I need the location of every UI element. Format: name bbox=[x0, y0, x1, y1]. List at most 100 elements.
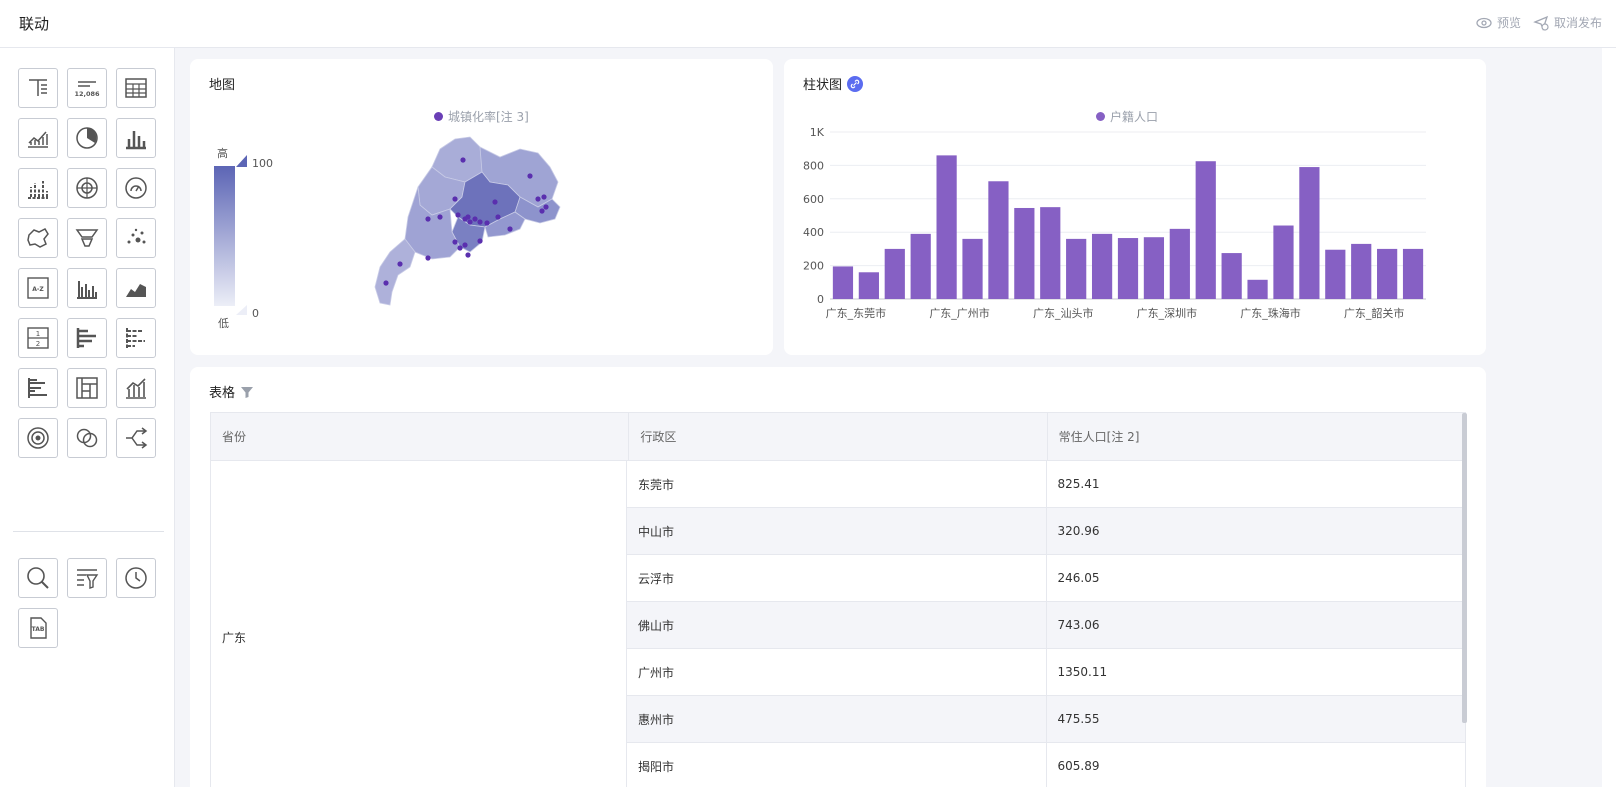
map-city-dot bbox=[455, 212, 461, 218]
sorted-list-icon: A-Z bbox=[27, 277, 49, 299]
venn-icon bbox=[76, 428, 98, 448]
header-actions: 预览 取消发布 bbox=[1476, 14, 1602, 31]
table-tool-button[interactable] bbox=[116, 68, 156, 108]
tab-text: TAB bbox=[32, 626, 45, 633]
component-sidebar: 12,086 A-Z 1 2 TAB bbox=[0, 48, 175, 787]
map-city-dot bbox=[543, 204, 549, 210]
column-header-province[interactable]: 省份 bbox=[211, 413, 630, 460]
visual-map[interactable]: 高 100 0 低 bbox=[214, 143, 274, 330]
area-chart-tool-button[interactable] bbox=[116, 268, 156, 308]
legend-dot-icon bbox=[434, 112, 443, 121]
map-legend[interactable]: 城镇化率[注 3] bbox=[434, 108, 529, 125]
bar bbox=[1143, 237, 1165, 299]
chart-tools: 12,086 A-Z 1 2 bbox=[18, 68, 156, 458]
district-cell: 佛山市 bbox=[627, 602, 1047, 648]
bar bbox=[1117, 238, 1139, 299]
scatter-tool-button[interactable] bbox=[116, 218, 156, 258]
tab-tool-button[interactable]: TAB bbox=[18, 608, 58, 648]
table-body: 广东 东莞市 825.41 中山市 320.96 云浮市 246.05 佛山市 743.06 广… bbox=[210, 461, 1466, 787]
funnel-tool-button[interactable] bbox=[67, 218, 107, 258]
time-filter-icon bbox=[125, 567, 147, 589]
map-tool-button[interactable] bbox=[18, 218, 58, 258]
map-region-south-coast[interactable] bbox=[484, 211, 526, 238]
bar bbox=[1221, 253, 1242, 299]
horizontal-bar-tool-button[interactable] bbox=[67, 318, 107, 358]
district-cell: 中山市 bbox=[627, 508, 1047, 554]
horizontal-stacked-tool-button[interactable] bbox=[116, 318, 156, 358]
map-city-dot bbox=[465, 252, 471, 258]
bar bbox=[1040, 207, 1061, 299]
search-filter-tool-button[interactable] bbox=[18, 558, 58, 598]
sankey-tool-button[interactable] bbox=[116, 418, 156, 458]
treemap-tool-button[interactable] bbox=[67, 368, 107, 408]
line-chart-icon bbox=[28, 131, 48, 148]
district-cell: 揭阳市 bbox=[627, 743, 1047, 787]
number-card-tool-button[interactable]: 12,086 bbox=[67, 68, 107, 108]
bar bbox=[1014, 207, 1035, 299]
gauge-icon bbox=[125, 177, 147, 199]
number-card-text: 12,086 bbox=[74, 90, 100, 98]
bar bbox=[1299, 167, 1320, 299]
combo-chart-tool-button[interactable] bbox=[116, 368, 156, 408]
map-region-southwest[interactable] bbox=[404, 186, 461, 260]
unpublish-button[interactable]: 取消发布 bbox=[1533, 14, 1602, 31]
eye-icon bbox=[1476, 17, 1492, 28]
table-row: 佛山市 743.06 bbox=[627, 602, 1466, 649]
page-scrollbar[interactable] bbox=[1602, 48, 1616, 787]
target-tool-button[interactable] bbox=[18, 418, 58, 458]
table-row: 云浮市 246.05 bbox=[627, 555, 1466, 602]
bar bbox=[1377, 248, 1398, 299]
bar-chart-tool-button[interactable] bbox=[116, 118, 156, 158]
population-cell: 605.89 bbox=[1047, 743, 1466, 787]
list-filter-icon bbox=[77, 569, 99, 589]
bar-legend[interactable]: 户籍人口 bbox=[1096, 108, 1158, 125]
visual-map-max-handle[interactable] bbox=[236, 155, 247, 167]
bar-chart[interactable]: 0 200 400 600 800 1K 广东_东莞市 广东_广州市 广东_汕头市 广东_深圳市 广… bbox=[784, 59, 1486, 355]
link-icon[interactable] bbox=[847, 75, 864, 92]
map-region-leizhou[interactable] bbox=[374, 238, 416, 306]
visual-map-min: 0 bbox=[252, 307, 259, 320]
horizontal-stacked-icon bbox=[126, 328, 145, 348]
grouped-bar-icon bbox=[77, 281, 97, 299]
stacked-bar-tool-button[interactable] bbox=[18, 168, 58, 208]
map-city-dot bbox=[462, 242, 468, 248]
gauge-tool-button[interactable] bbox=[116, 168, 156, 208]
legend-dot-icon bbox=[1096, 112, 1105, 121]
guangdong-map[interactable] bbox=[370, 127, 590, 312]
preview-button[interactable]: 预览 bbox=[1476, 14, 1521, 31]
time-filter-tool-button[interactable] bbox=[116, 558, 156, 598]
map-city-dot bbox=[467, 219, 473, 225]
x-tick-label: 广东_广州市 bbox=[929, 306, 990, 320]
column-header-district[interactable]: 行政区 bbox=[629, 413, 1048, 460]
filter-icon[interactable] bbox=[240, 385, 254, 399]
bar bbox=[1402, 248, 1424, 299]
area-chart-icon bbox=[126, 284, 146, 297]
y-tick-label: 800 bbox=[803, 159, 824, 172]
map-city-dot bbox=[452, 196, 458, 202]
pie-chart-tool-button[interactable] bbox=[67, 118, 107, 158]
population-cell: 475.55 bbox=[1047, 696, 1466, 742]
list-filter-tool-button[interactable] bbox=[67, 558, 107, 598]
district-cell: 惠州市 bbox=[627, 696, 1047, 742]
map-city-dot bbox=[437, 214, 443, 220]
grouped-bar-tool-button[interactable] bbox=[67, 268, 107, 308]
send-cancel-icon bbox=[1533, 15, 1549, 31]
table-row: 东莞市 825.41 bbox=[627, 461, 1466, 508]
horizontal-grouped-tool-button[interactable] bbox=[18, 368, 58, 408]
column-header-population[interactable]: 常住人口[注 2] bbox=[1058, 430, 1140, 444]
visual-map-min-handle[interactable] bbox=[236, 305, 247, 315]
map-legend-label: 城镇化率[注 3] bbox=[448, 110, 529, 124]
x-tick-label: 广东_韶关市 bbox=[1344, 306, 1405, 320]
text-tool-button[interactable] bbox=[18, 68, 58, 108]
bar bbox=[910, 233, 931, 299]
table-scrollbar[interactable] bbox=[1462, 413, 1467, 723]
map-card-title: 地图 bbox=[209, 78, 236, 93]
sorted-list-tool-button[interactable]: A-Z bbox=[18, 268, 58, 308]
radar-tool-button[interactable] bbox=[67, 168, 107, 208]
funnel-icon bbox=[75, 229, 99, 247]
map-city-dot bbox=[425, 255, 431, 261]
bar bbox=[1325, 249, 1346, 299]
line-chart-tool-button[interactable] bbox=[18, 118, 58, 158]
venn-tool-button[interactable] bbox=[67, 418, 107, 458]
